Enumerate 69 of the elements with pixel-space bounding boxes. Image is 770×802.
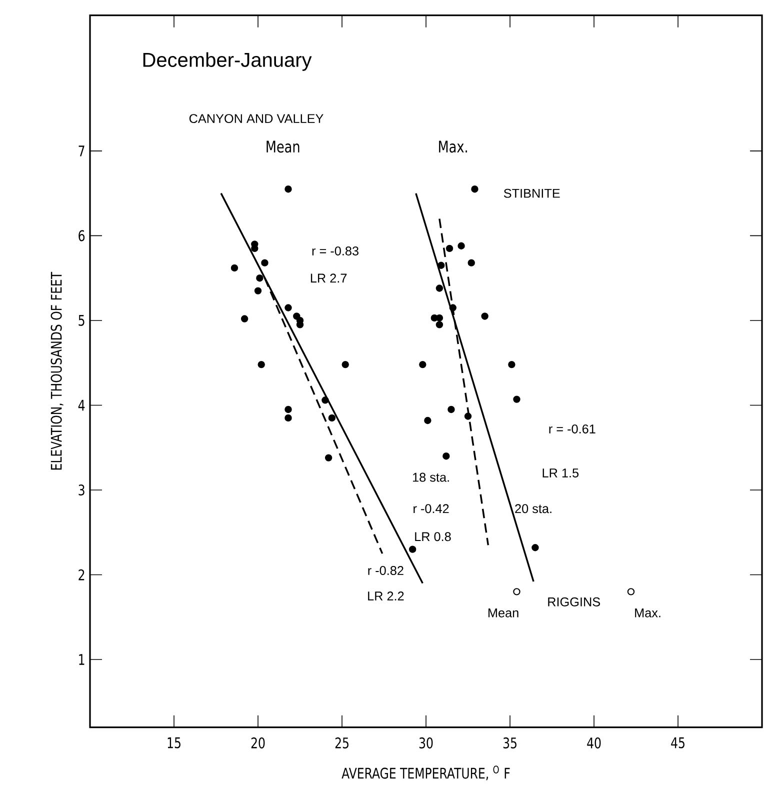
point — [464, 412, 472, 420]
x-tick-label: 20 — [251, 737, 265, 748]
point — [468, 259, 475, 266]
point — [328, 414, 336, 422]
annotation: Mean — [488, 608, 518, 618]
point — [258, 360, 265, 368]
y-tick-label: 3 — [78, 484, 84, 496]
text: Max. — [439, 140, 467, 153]
annotation: LR 1.5 — [542, 468, 579, 478]
y-tick-label: 5 — [78, 315, 84, 326]
y-tick-label: 2 — [78, 569, 84, 580]
point — [408, 546, 416, 553]
point — [508, 360, 516, 368]
annotation: r = -0.83 — [312, 246, 358, 256]
point — [436, 321, 444, 328]
y-axis-title: ELEVATION, THOUSANDS OF FEET — [50, 272, 64, 470]
point — [284, 185, 292, 193]
x-tick-label: 15 — [168, 737, 180, 748]
annotation: LR 2.2 — [368, 592, 404, 600]
point — [284, 406, 292, 414]
annotation: r = -0.61 — [549, 424, 596, 434]
annotation: Max. — [635, 608, 660, 618]
x-tick-label: 45 — [671, 737, 684, 748]
point — [448, 406, 455, 414]
point — [284, 414, 292, 422]
annotation: LR 2.7 — [310, 274, 347, 283]
point — [261, 259, 268, 266]
point — [324, 454, 332, 462]
annotation: r -0.82 — [368, 566, 404, 576]
point — [240, 315, 248, 322]
point — [627, 588, 635, 596]
x-tick-label: 30 — [419, 737, 433, 748]
x-tick-label: 40 — [587, 737, 601, 748]
text: December-January — [143, 52, 312, 71]
annotation: r -0.42 — [414, 504, 449, 514]
annotation: STIBNITE — [504, 188, 560, 198]
point — [481, 312, 488, 320]
point — [513, 396, 520, 403]
annotation: 20 sta. — [515, 504, 552, 514]
text: Mean — [266, 140, 300, 153]
x-axis-title: AVERAGE TEMPERATURE, $^{O}$ F — [342, 766, 510, 780]
point — [230, 264, 238, 272]
point — [342, 360, 349, 368]
point — [446, 244, 454, 252]
point — [458, 242, 465, 250]
point — [532, 544, 539, 552]
point — [256, 274, 264, 282]
point — [424, 416, 432, 424]
x-tick-label: 35 — [503, 737, 516, 748]
y-tick-label: 4 — [78, 400, 85, 411]
text: CANYON AND VALLEY — [189, 114, 324, 124]
annotation: 18 sta. — [412, 472, 449, 482]
point — [438, 262, 445, 269]
point — [436, 314, 444, 322]
y-tick-label: 6 — [78, 230, 85, 242]
y-tick-label: 7 — [78, 146, 84, 156]
point — [449, 304, 456, 312]
y-tick-label: 1 — [79, 654, 84, 665]
annotation: RIGGINS — [548, 597, 600, 606]
point — [442, 452, 450, 460]
point — [284, 304, 292, 312]
point — [254, 287, 262, 294]
point — [471, 185, 478, 193]
x-tick-label: 25 — [335, 737, 348, 748]
annotation: LR 0.8 — [415, 532, 451, 542]
point — [513, 588, 520, 596]
point — [322, 396, 329, 404]
point — [436, 284, 444, 292]
point — [419, 360, 426, 368]
